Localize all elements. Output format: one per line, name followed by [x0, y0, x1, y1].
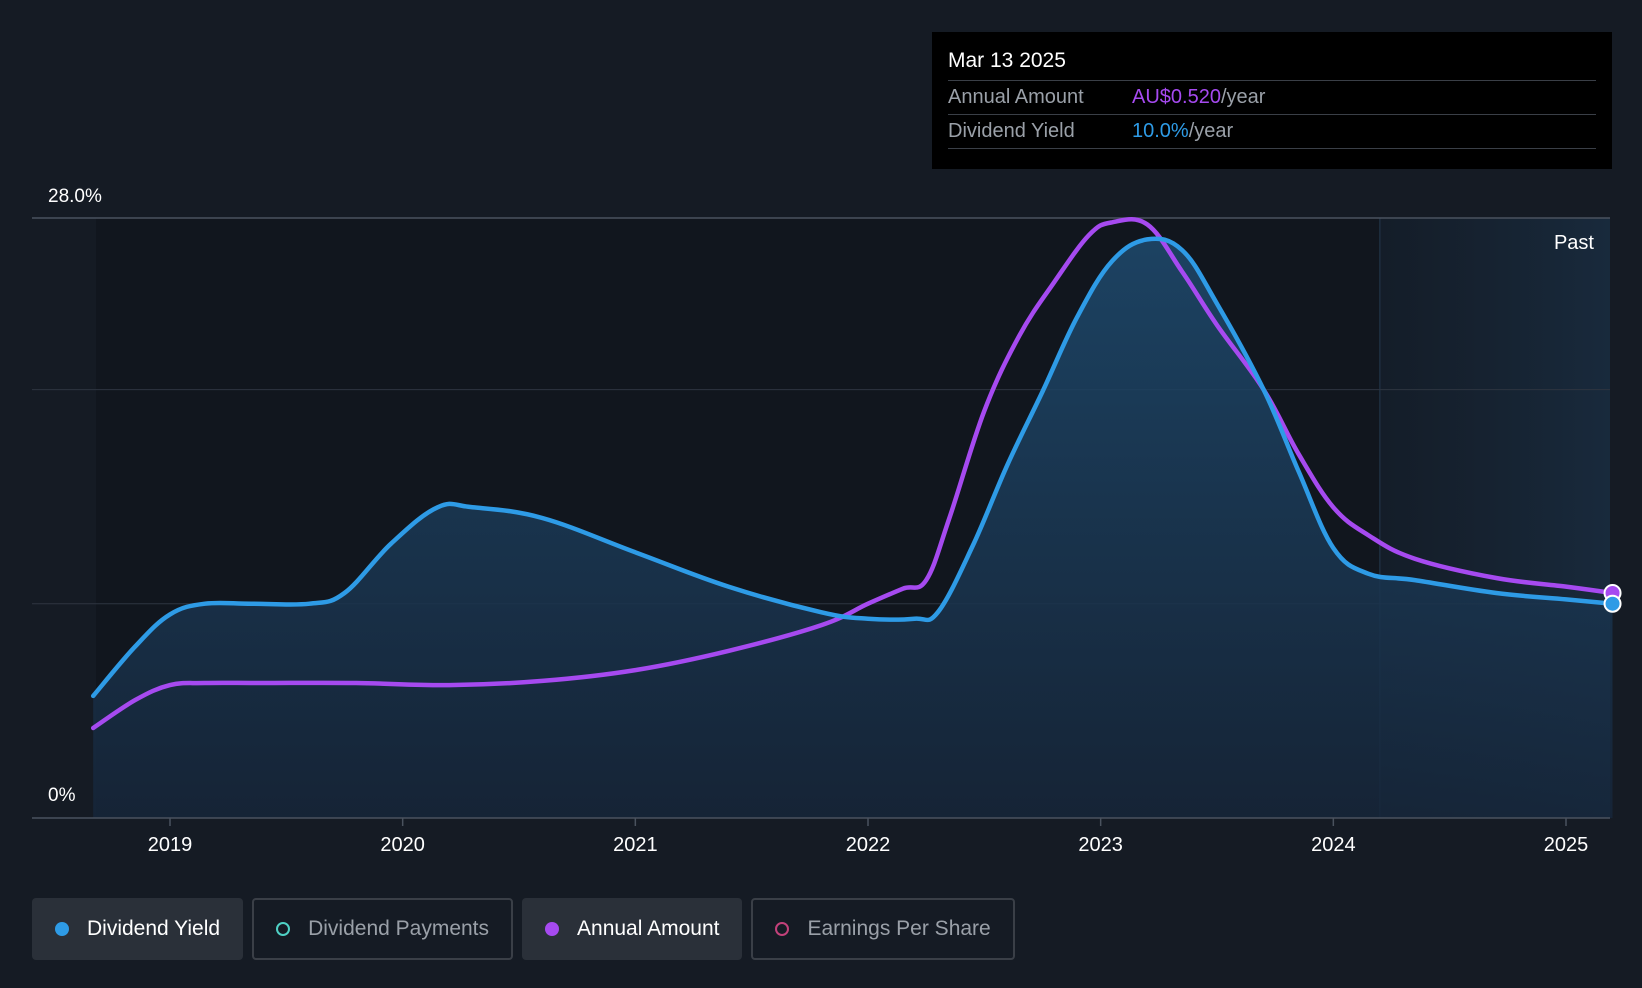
tooltip-unit: /year: [1188, 120, 1234, 142]
past-label: Past: [1554, 232, 1594, 254]
legend-label: Dividend Yield: [87, 917, 221, 940]
tooltip: Mar 13 2025 Annual Amount AU$0.520 /year…: [932, 32, 1612, 169]
annual-amount-dot-icon: [545, 922, 560, 936]
legend-item-earnings-per-share[interactable]: Earnings Per Share: [751, 898, 1015, 960]
dividend-yield-dot-icon: [55, 922, 69, 936]
dividend-payments-ring-icon: [276, 922, 291, 936]
legend: Dividend Yield Dividend Payments Annual …: [32, 898, 1015, 960]
x-tick-label: 2020: [380, 834, 425, 856]
x-ticks: 2019 2020 2021 2022 2023 2024 2025: [148, 818, 1589, 856]
tooltip-date: Mar 13 2025: [948, 46, 1596, 81]
x-tick-label: 2024: [1311, 834, 1356, 856]
tooltip-unit: /year: [1220, 86, 1266, 108]
tooltip-value: AU$0.520: [1132, 86, 1221, 108]
legend-label: Annual Amount: [577, 917, 720, 940]
dividend-yield-area: [93, 238, 1613, 818]
legend-item-annual-amount[interactable]: Annual Amount: [522, 898, 743, 960]
dividend-yield-end-marker: [1603, 594, 1622, 613]
legend-item-dividend-payments[interactable]: Dividend Payments: [252, 898, 514, 960]
legend-item-dividend-yield[interactable]: Dividend Yield: [32, 898, 244, 960]
y-tick-label-bottom: 0%: [48, 785, 76, 806]
tooltip-row-dividend-yield: Dividend Yield 10.0% /year: [948, 115, 1596, 149]
legend-label: Dividend Payments: [308, 917, 490, 940]
x-tick-label: 2023: [1078, 834, 1123, 856]
dividend-yield-line: [90, 236, 1615, 699]
earnings-per-share-ring-icon: [775, 922, 790, 936]
tooltip-row-annual-amount: Annual Amount AU$0.520 /year: [948, 81, 1596, 115]
x-tick-label: 2022: [846, 834, 891, 856]
tooltip-label: Annual Amount: [948, 86, 1084, 108]
x-tick-label: 2021: [613, 834, 658, 856]
x-tick-label: 2025: [1544, 834, 1589, 856]
y-tick-label-top: 28.0%: [48, 186, 102, 207]
tooltip-label: Dividend Yield: [948, 120, 1075, 142]
x-tick-label: 2019: [148, 834, 193, 856]
annual-amount-line: [90, 217, 1615, 731]
tooltip-value: 10.0%: [1132, 120, 1189, 142]
legend-label: Earnings Per Share: [807, 917, 991, 940]
